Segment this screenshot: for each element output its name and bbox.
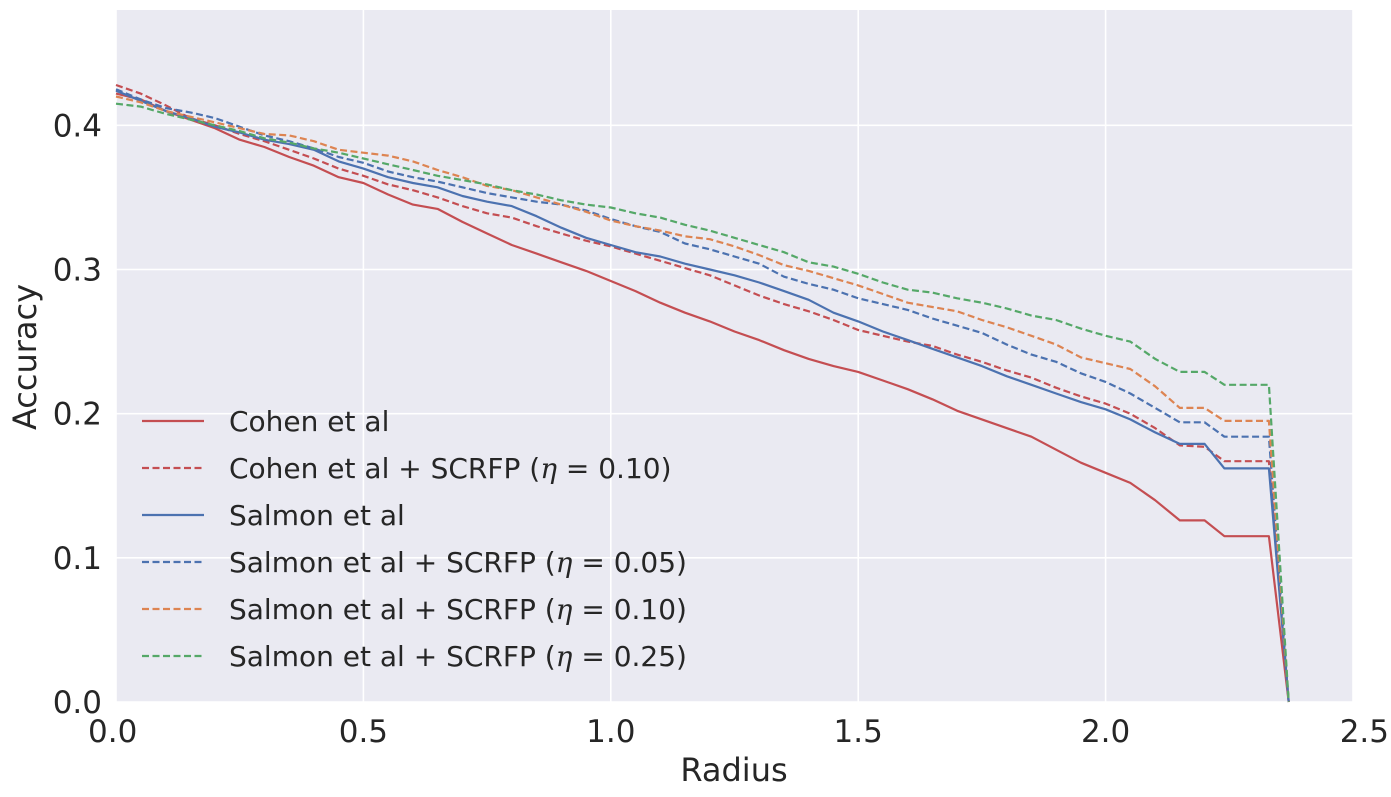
legend-label-text: Salmon et al + SCRFP ( xyxy=(229,546,556,579)
y-tick-label: 0.0 xyxy=(53,685,102,721)
y-tick-label: 0.4 xyxy=(53,108,102,144)
eta-symbol: η xyxy=(540,452,557,485)
x-tick-label: 2.5 xyxy=(1340,714,1389,750)
eta-value: = 0.10) xyxy=(572,593,687,626)
grid-lines xyxy=(115,10,1354,703)
y-tick-label: 0.2 xyxy=(53,397,102,433)
x-tick-label: 1.0 xyxy=(586,714,635,750)
y-tick-label: 0.3 xyxy=(53,253,102,289)
eta-symbol: η xyxy=(556,640,573,673)
legend-label-5: Salmon et al + SCRFP (η = 0.10) xyxy=(229,593,687,626)
series-line-5 xyxy=(115,95,1290,703)
series-line-2 xyxy=(115,83,1290,703)
legend-label-text: Cohen et al + SCRFP ( xyxy=(229,452,540,485)
legend-label-2: Cohen et al + SCRFP (η = 0.10) xyxy=(229,452,672,485)
eta-symbol: η xyxy=(556,546,573,579)
x-tick-label: 0.0 xyxy=(88,714,137,750)
legend-label-text: Cohen et al xyxy=(229,405,389,438)
x-tick-label: 1.5 xyxy=(834,714,883,750)
series-line-4 xyxy=(115,88,1290,703)
eta-value: = 0.10) xyxy=(557,452,672,485)
legend-label-text: Salmon et al + SCRFP ( xyxy=(229,593,556,626)
series-line-3 xyxy=(115,89,1290,703)
series-line-1 xyxy=(115,92,1290,703)
eta-symbol: η xyxy=(556,593,573,626)
legend-label-text: Salmon et al xyxy=(229,499,405,532)
y-tick-label: 0.1 xyxy=(53,541,102,577)
eta-value: = 0.25) xyxy=(572,640,687,673)
legend-label-3: Salmon et al xyxy=(229,499,405,532)
series-lines xyxy=(115,83,1290,703)
eta-value: = 0.05) xyxy=(572,546,687,579)
legend-label-4: Salmon et al + SCRFP (η = 0.05) xyxy=(229,546,687,579)
legend-label-1: Cohen et al xyxy=(229,405,389,438)
legend-label-text: Salmon et al + SCRFP ( xyxy=(229,640,556,673)
x-axis-label: Radius xyxy=(680,751,787,789)
x-tick-labels: 0.0 0.5 1.0 1.5 2.0 2.5 xyxy=(88,714,1389,750)
y-axis-label: Accuracy xyxy=(6,284,44,430)
x-tick-label: 0.5 xyxy=(339,714,388,750)
y-tick-labels: 0.0 0.1 0.2 0.3 0.4 xyxy=(53,108,102,721)
legend-label-6: Salmon et al + SCRFP (η = 0.25) xyxy=(229,640,687,673)
x-tick-label: 2.0 xyxy=(1081,714,1130,750)
